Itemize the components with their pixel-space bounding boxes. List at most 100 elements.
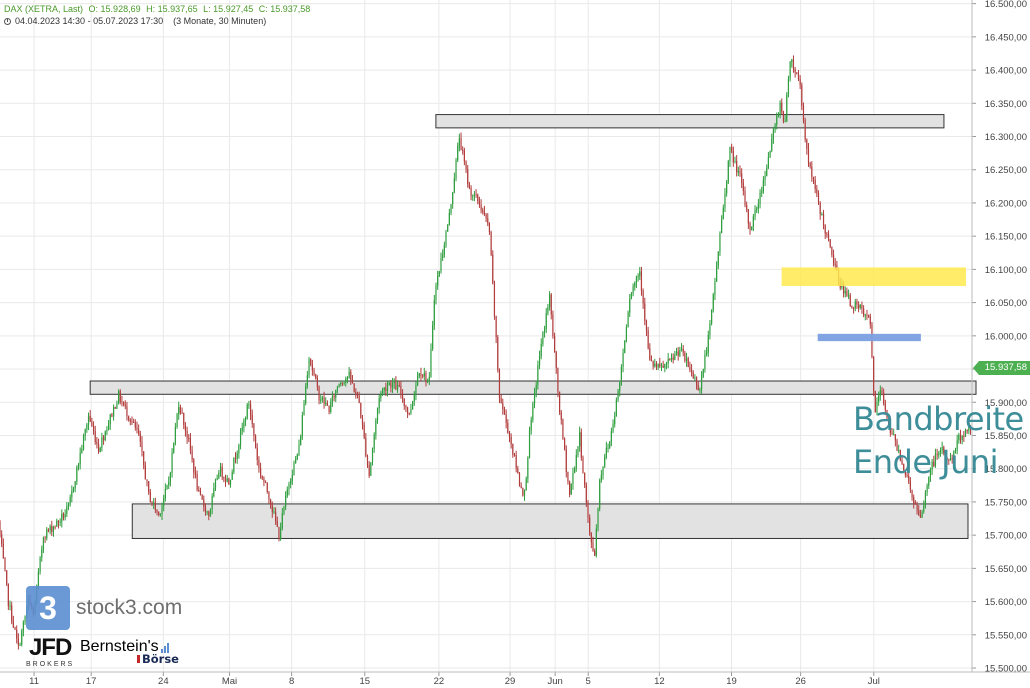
- candle-body: [729, 147, 731, 162]
- candle-body: [427, 379, 429, 382]
- candle-body: [437, 275, 439, 286]
- candle-body: [457, 146, 459, 161]
- candle-body: [51, 526, 53, 532]
- candle-body: [844, 290, 846, 294]
- candle-body: [203, 499, 205, 507]
- candle-body: [582, 457, 584, 473]
- candle-body: [944, 453, 947, 459]
- period-label: (3 Monate, 30 Minuten): [173, 16, 267, 26]
- candle-body: [128, 416, 130, 420]
- candle-body: [428, 376, 430, 380]
- candle-body: [271, 505, 273, 512]
- blue-zone: [817, 333, 921, 342]
- candle-body: [44, 537, 46, 539]
- candle-body: [311, 364, 313, 371]
- candle-body: [652, 360, 654, 367]
- candle-body: [567, 472, 569, 482]
- x-tick-label: 5: [586, 676, 591, 687]
- candle-body: [617, 390, 619, 400]
- candle-body: [188, 437, 190, 439]
- candle-body: [832, 255, 835, 264]
- date-range: 04.04.2023 14:30 - 05.07.2023 17:30: [15, 16, 164, 26]
- candle-body: [470, 187, 472, 197]
- candle-body: [903, 464, 905, 471]
- candle-body: [966, 430, 968, 432]
- candle-body: [226, 478, 228, 482]
- candle-body: [538, 356, 541, 366]
- candle-body: [764, 176, 766, 181]
- candle-body: [672, 357, 674, 360]
- candle-body: [540, 343, 542, 357]
- candle-body: [17, 638, 19, 646]
- candle-body: [485, 214, 487, 219]
- candle-body: [714, 281, 716, 295]
- candle-body: [346, 377, 349, 379]
- jfd-logo-sub: BROKERS: [26, 661, 75, 668]
- candle-body: [863, 308, 865, 316]
- candle-body: [635, 277, 638, 284]
- candle-body: [64, 513, 66, 518]
- candle-body: [134, 422, 136, 428]
- candle-body: [622, 352, 624, 367]
- candle-body: [381, 390, 384, 394]
- clock-icon: [4, 17, 11, 25]
- candle-body: [116, 403, 118, 409]
- candle-body: [612, 424, 614, 432]
- candle-body: [926, 485, 928, 493]
- candle-body: [542, 331, 544, 344]
- candle-body: [168, 481, 170, 486]
- highlight-zones: [781, 267, 966, 342]
- candle-body: [697, 385, 699, 391]
- candle-body: [213, 488, 215, 497]
- candle-body: [214, 479, 217, 489]
- candle-body: [913, 497, 915, 504]
- candle-body: [438, 271, 440, 276]
- candle-body: [143, 451, 145, 466]
- candle-body: [682, 348, 684, 353]
- x-tick-label: 15: [359, 676, 370, 687]
- candle-body: [241, 427, 243, 431]
- candle-body: [771, 138, 773, 151]
- candle-body: [154, 502, 156, 510]
- candle-body: [413, 395, 415, 402]
- candle-body: [557, 367, 559, 392]
- candle-body: [562, 419, 564, 439]
- candle-body: [79, 452, 81, 464]
- candle-body: [163, 498, 165, 506]
- candle-body: [874, 390, 876, 413]
- candle-body: [898, 450, 900, 452]
- candle-body: [82, 435, 85, 449]
- candle-body: [208, 511, 210, 517]
- candle-body: [787, 78, 790, 95]
- candle-body: [320, 399, 322, 401]
- candle-body: [515, 454, 517, 469]
- candle-body: [732, 150, 734, 163]
- candle-body: [650, 360, 653, 362]
- candle-body: [589, 517, 591, 534]
- candle-body: [398, 385, 400, 387]
- candle-body: [6, 570, 8, 584]
- bernstein-logo-line1: Bernstein's: [80, 638, 159, 655]
- candle-body: [87, 415, 90, 425]
- candle-body: [684, 352, 686, 361]
- candle-body: [602, 466, 604, 475]
- candle-body: [584, 472, 586, 485]
- candles: [0, 55, 972, 650]
- candle-body: [779, 102, 781, 115]
- candle-body: [266, 482, 268, 492]
- candle-body: [886, 410, 888, 419]
- candle-body: [385, 387, 387, 391]
- high-value: H: 15.937,65: [146, 4, 198, 14]
- candle-body: [883, 392, 885, 404]
- candle-body: [410, 409, 412, 414]
- y-tick-label: 16.450,00: [985, 32, 1027, 43]
- candle-body: [400, 385, 402, 395]
- candle-body: [39, 557, 41, 572]
- candle-body: [181, 412, 183, 414]
- candle-body: [801, 85, 803, 106]
- candle-body: [376, 408, 379, 421]
- candle-body: [144, 465, 146, 480]
- candle-body: [630, 293, 633, 299]
- candle-body: [224, 478, 227, 482]
